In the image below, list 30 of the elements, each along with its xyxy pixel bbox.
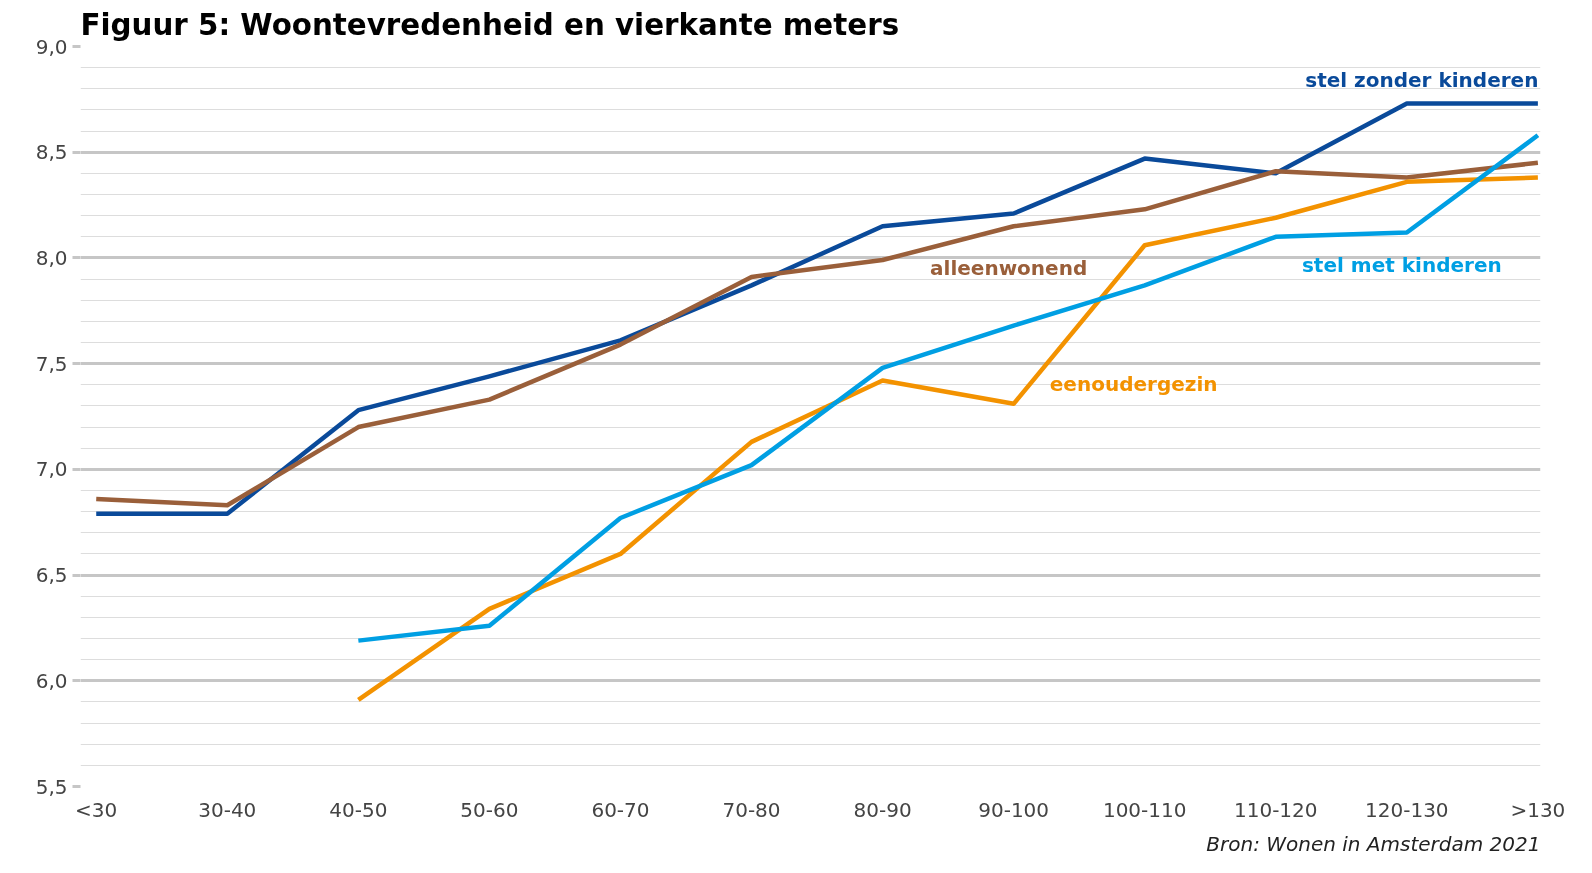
- line-series: [356, 133, 1541, 643]
- x-tick-label: 30-40: [198, 797, 257, 822]
- series-label: eenoudergezin: [1049, 371, 1218, 396]
- x-tick-label: 40-50: [329, 797, 388, 822]
- y-tick-label: 8,0: [35, 245, 68, 270]
- series-label: stel met kinderen: [1301, 252, 1502, 277]
- x-tick-label: 60-70: [591, 797, 650, 822]
- line-series: [93, 101, 1541, 517]
- y-tick-label: 6,5: [35, 563, 68, 588]
- x-tick-label: <30: [75, 797, 118, 822]
- y-tick-label: 7,0: [35, 457, 68, 482]
- text: Bron: Wonen in Amsterdam 2021: [1206, 831, 1541, 856]
- y-tick-label: 6,0: [35, 668, 68, 693]
- y-tick-label: 5,5: [35, 774, 68, 799]
- x-tick-label: 50-60: [460, 797, 519, 822]
- x-tick-label: >130: [1510, 797, 1566, 822]
- x-tick-label: 120-130: [1365, 797, 1449, 822]
- x-tick-label: 80-90: [853, 797, 912, 822]
- chart-title: Figuur 5: Woontevredenheid en vierkante meters: [80, 7, 900, 42]
- y-tick-label: 9,0: [35, 34, 68, 59]
- y-tick-label: 7,5: [35, 351, 68, 376]
- line-series: [356, 175, 1541, 703]
- series-label: alleenwonend: [930, 256, 1088, 281]
- x-tick-label: 100-110: [1102, 797, 1187, 822]
- series-label: stel zonder kinderen: [1305, 67, 1539, 92]
- x-tick-label: 110-120: [1233, 797, 1318, 822]
- line-series: [93, 160, 1541, 508]
- x-tick-label: 90-100: [978, 797, 1050, 822]
- x-tick-label: 70-80: [722, 797, 781, 822]
- y-tick-label: 8,5: [35, 140, 68, 165]
